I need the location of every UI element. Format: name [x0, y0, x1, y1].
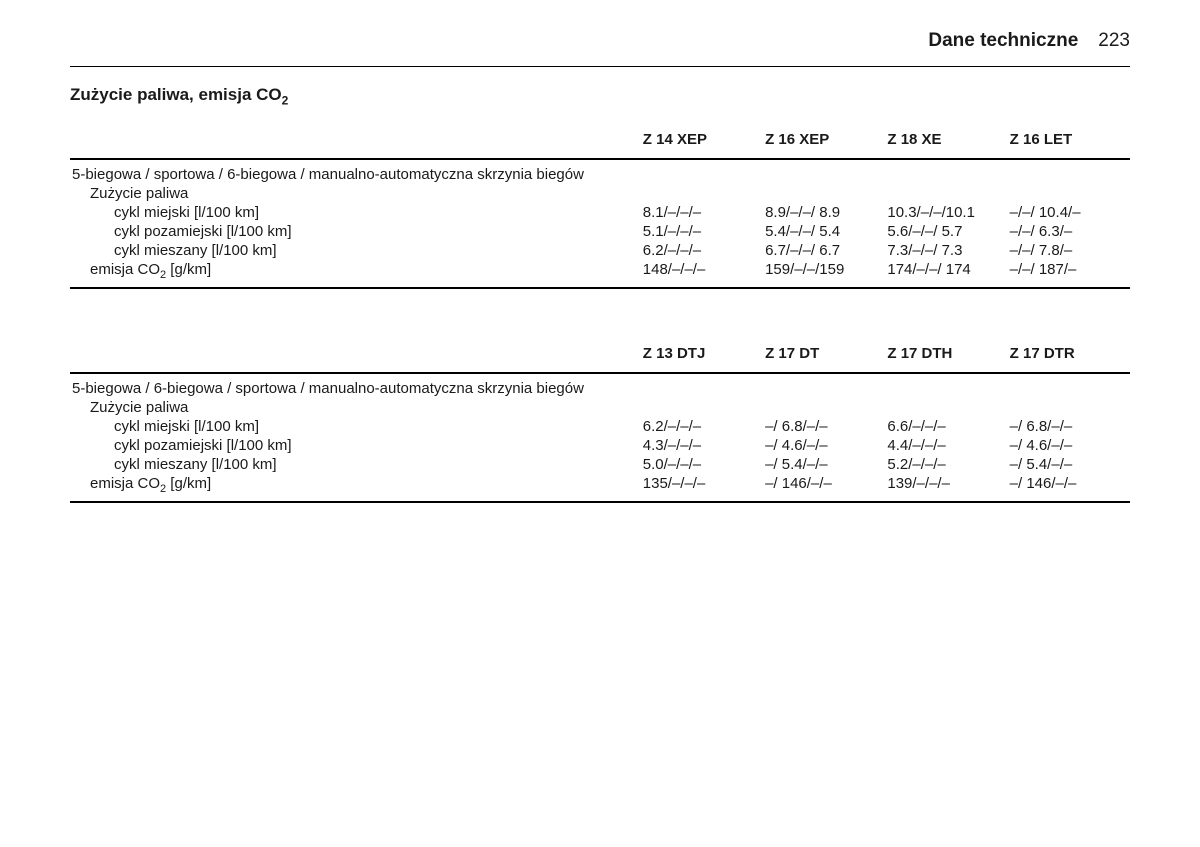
- cell-value: 6.2/–/–/–: [641, 241, 763, 260]
- cell-value: 4.3/–/–/–: [641, 436, 763, 455]
- cell-value: 5.4/–/–/ 5.4: [763, 222, 885, 241]
- row-label: emisja CO2 [g/km]: [70, 260, 641, 288]
- table-header-spacer: [70, 125, 641, 159]
- column-header: Z 16 LET: [1008, 125, 1130, 159]
- cell-value: –/ 6.8/–/–: [1008, 417, 1130, 436]
- sub-label: Zużycie paliwa: [70, 398, 1130, 417]
- page-number: 223: [1098, 30, 1130, 52]
- column-header: Z 17 DT: [763, 339, 885, 373]
- column-header: Z 18 XE: [885, 125, 1007, 159]
- cell-value: 174/–/–/ 174: [885, 260, 1007, 288]
- row-label: cykl mieszany [l/100 km]: [70, 455, 641, 474]
- row-label-prefix: emisja CO: [90, 261, 160, 278]
- cell-value: 7.3/–/–/ 7.3: [885, 241, 1007, 260]
- cell-value: –/ 4.6/–/–: [1008, 436, 1130, 455]
- column-header: Z 13 DTJ: [641, 339, 763, 373]
- group-label: 5-biegowa / sportowa / 6-biegowa / manua…: [70, 159, 1130, 184]
- cell-value: 6.7/–/–/ 6.7: [763, 241, 885, 260]
- cell-value: –/–/ 187/–: [1008, 260, 1130, 288]
- cell-value: 10.3/–/–/10.1: [885, 203, 1007, 222]
- cell-value: –/ 5.4/–/–: [1008, 455, 1130, 474]
- cell-value: 8.1/–/–/–: [641, 203, 763, 222]
- cell-value: 5.0/–/–/–: [641, 455, 763, 474]
- cell-value: –/ 5.4/–/–: [763, 455, 885, 474]
- column-header: Z 17 DTR: [1008, 339, 1130, 373]
- row-label: cykl miejski [l/100 km]: [70, 417, 641, 436]
- page-header: Dane techniczne 223: [70, 30, 1130, 67]
- cell-value: 6.6/–/–/–: [885, 417, 1007, 436]
- section-title-text: Zużycie paliwa, emisja CO: [70, 85, 282, 104]
- sub-label: Zużycie paliwa: [70, 184, 1130, 203]
- section-title: Zużycie paliwa, emisja CO2: [70, 85, 1130, 107]
- cell-value: 4.4/–/–/–: [885, 436, 1007, 455]
- cell-value: –/–/ 7.8/–: [1008, 241, 1130, 260]
- group-label: 5-biegowa / 6-biegowa / sportowa / manua…: [70, 373, 1130, 398]
- section-title-sub: 2: [282, 93, 289, 107]
- cell-value: –/ 146/–/–: [763, 474, 885, 502]
- cell-value: 8.9/–/–/ 8.9: [763, 203, 885, 222]
- data-table: Z 13 DTJZ 17 DTZ 17 DTHZ 17 DTR5-biegowa…: [70, 339, 1130, 503]
- cell-value: –/ 146/–/–: [1008, 474, 1130, 502]
- row-label-prefix: emisja CO: [90, 475, 160, 492]
- cell-value: 5.1/–/–/–: [641, 222, 763, 241]
- column-header: Z 17 DTH: [885, 339, 1007, 373]
- cell-value: –/ 4.6/–/–: [763, 436, 885, 455]
- cell-value: 159/–/–/159: [763, 260, 885, 288]
- cell-value: 135/–/–/–: [641, 474, 763, 502]
- row-label: emisja CO2 [g/km]: [70, 474, 641, 502]
- column-header: Z 14 XEP: [641, 125, 763, 159]
- table-header-spacer: [70, 339, 641, 373]
- column-header: Z 16 XEP: [763, 125, 885, 159]
- cell-value: 148/–/–/–: [641, 260, 763, 288]
- cell-value: 5.6/–/–/ 5.7: [885, 222, 1007, 241]
- tables-container: Z 14 XEPZ 16 XEPZ 18 XEZ 16 LET5-biegowa…: [70, 125, 1130, 503]
- row-label: cykl pozamiejski [l/100 km]: [70, 222, 641, 241]
- cell-value: 6.2/–/–/–: [641, 417, 763, 436]
- row-label-suffix: [g/km]: [166, 261, 211, 278]
- cell-value: 5.2/–/–/–: [885, 455, 1007, 474]
- data-table: Z 14 XEPZ 16 XEPZ 18 XEZ 16 LET5-biegowa…: [70, 125, 1130, 289]
- cell-value: –/ 6.8/–/–: [763, 417, 885, 436]
- cell-value: 139/–/–/–: [885, 474, 1007, 502]
- row-label: cykl pozamiejski [l/100 km]: [70, 436, 641, 455]
- row-label-suffix: [g/km]: [166, 475, 211, 492]
- row-label: cykl miejski [l/100 km]: [70, 203, 641, 222]
- header-title: Dane techniczne: [928, 30, 1078, 52]
- cell-value: –/–/ 6.3/–: [1008, 222, 1130, 241]
- row-label: cykl mieszany [l/100 km]: [70, 241, 641, 260]
- cell-value: –/–/ 10.4/–: [1008, 203, 1130, 222]
